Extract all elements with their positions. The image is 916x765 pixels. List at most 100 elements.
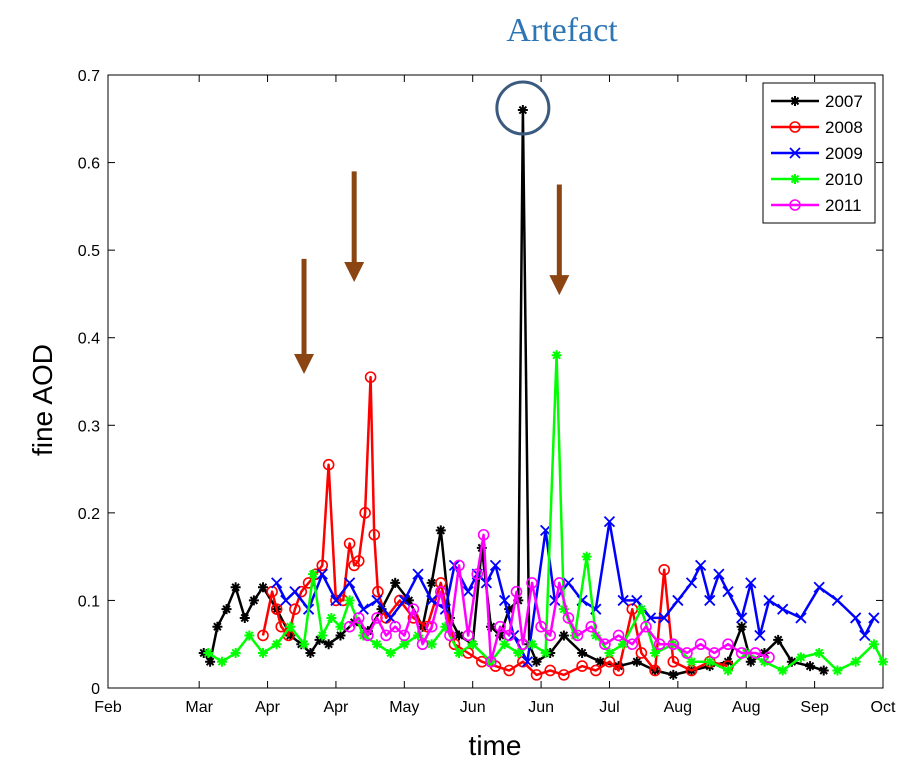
data-point bbox=[489, 559, 502, 572]
data-point bbox=[426, 594, 438, 607]
data-point bbox=[462, 586, 474, 598]
data-point bbox=[323, 639, 334, 650]
x-tick-label: Sep bbox=[800, 699, 829, 716]
data-point bbox=[713, 568, 725, 580]
data-point bbox=[412, 568, 424, 580]
data-point bbox=[239, 612, 250, 623]
data-point bbox=[704, 594, 716, 607]
data-point bbox=[316, 568, 328, 580]
data-point bbox=[631, 594, 643, 607]
data-point bbox=[376, 604, 387, 615]
data-point bbox=[521, 656, 534, 668]
data-point bbox=[668, 669, 679, 680]
data-point bbox=[503, 664, 515, 677]
data-point bbox=[498, 594, 511, 607]
data-point bbox=[390, 577, 401, 588]
x-axis-label: time bbox=[469, 730, 522, 761]
legend-marker bbox=[789, 121, 801, 133]
data-point bbox=[694, 638, 707, 651]
data-point bbox=[612, 629, 625, 642]
data-point bbox=[352, 612, 365, 624]
data-point bbox=[270, 603, 283, 615]
data-point bbox=[434, 585, 447, 598]
data-point bbox=[745, 656, 756, 667]
data-point bbox=[786, 656, 797, 667]
annotation-layer bbox=[294, 80, 570, 374]
series-2011 bbox=[343, 528, 775, 668]
data-point bbox=[467, 639, 478, 650]
y-tick-label: 0.7 bbox=[78, 68, 100, 85]
data-point bbox=[535, 620, 547, 633]
data-point bbox=[398, 629, 411, 642]
data-point bbox=[444, 629, 456, 642]
data-point bbox=[440, 621, 451, 632]
data-point bbox=[513, 647, 524, 658]
data-point bbox=[289, 586, 301, 598]
y-tick-label: 0.1 bbox=[78, 593, 100, 610]
data-point bbox=[736, 612, 748, 624]
data-point bbox=[335, 621, 346, 632]
artefact-circle bbox=[495, 80, 551, 136]
data-point bbox=[667, 638, 680, 651]
data-point bbox=[590, 630, 601, 641]
data-point bbox=[398, 594, 410, 607]
data-point bbox=[426, 639, 437, 650]
data-point bbox=[612, 664, 625, 677]
data-point bbox=[544, 664, 557, 677]
data-point bbox=[258, 647, 268, 658]
data-point bbox=[389, 620, 402, 633]
data-point bbox=[305, 647, 316, 658]
data-point bbox=[230, 647, 241, 658]
data-point bbox=[343, 577, 356, 589]
data-point bbox=[686, 656, 697, 667]
data-point bbox=[850, 612, 862, 624]
data-point bbox=[371, 594, 383, 607]
x-tick-label: Jul bbox=[599, 699, 619, 716]
data-point bbox=[599, 638, 611, 651]
data-point bbox=[759, 656, 770, 667]
y-tick-label: 0.6 bbox=[78, 156, 100, 173]
data-point bbox=[745, 577, 757, 589]
data-point bbox=[667, 655, 680, 668]
data-point bbox=[585, 620, 598, 633]
x-tick-label: Jun bbox=[528, 699, 554, 716]
data-point bbox=[540, 647, 551, 658]
data-point bbox=[649, 664, 661, 677]
data-point bbox=[658, 612, 670, 624]
data-point bbox=[581, 551, 592, 562]
data-point bbox=[517, 638, 529, 651]
data-point bbox=[589, 664, 602, 677]
data-point bbox=[499, 639, 510, 650]
series-layer bbox=[198, 105, 888, 681]
data-point bbox=[636, 604, 647, 615]
legend-marker bbox=[790, 174, 800, 184]
data-point bbox=[343, 537, 356, 550]
data-point bbox=[364, 371, 377, 383]
data-point bbox=[343, 620, 356, 633]
data-point bbox=[777, 603, 789, 615]
data-point bbox=[569, 630, 580, 641]
data-point bbox=[205, 656, 216, 667]
data-point bbox=[271, 577, 283, 589]
data-point bbox=[640, 620, 652, 633]
data-point bbox=[371, 612, 383, 624]
data-point bbox=[403, 595, 414, 606]
data-point bbox=[326, 612, 337, 623]
y-tick-label: 0.3 bbox=[78, 418, 100, 435]
data-point bbox=[818, 665, 829, 676]
data-point bbox=[426, 577, 437, 588]
data-point bbox=[454, 647, 465, 658]
legend-entry: 2010 bbox=[825, 170, 863, 189]
data-point bbox=[868, 612, 880, 624]
data-point bbox=[735, 647, 748, 659]
data-point bbox=[257, 629, 269, 642]
legend-marker bbox=[789, 199, 801, 211]
data-point bbox=[380, 629, 392, 642]
data-point bbox=[868, 639, 879, 650]
data-point bbox=[344, 595, 355, 606]
data-point bbox=[618, 639, 629, 650]
data-point bbox=[359, 507, 371, 519]
artefact-annotation-label: Artefact bbox=[506, 12, 618, 49]
data-point bbox=[212, 621, 223, 632]
x-tick-label: Oct bbox=[871, 699, 896, 716]
